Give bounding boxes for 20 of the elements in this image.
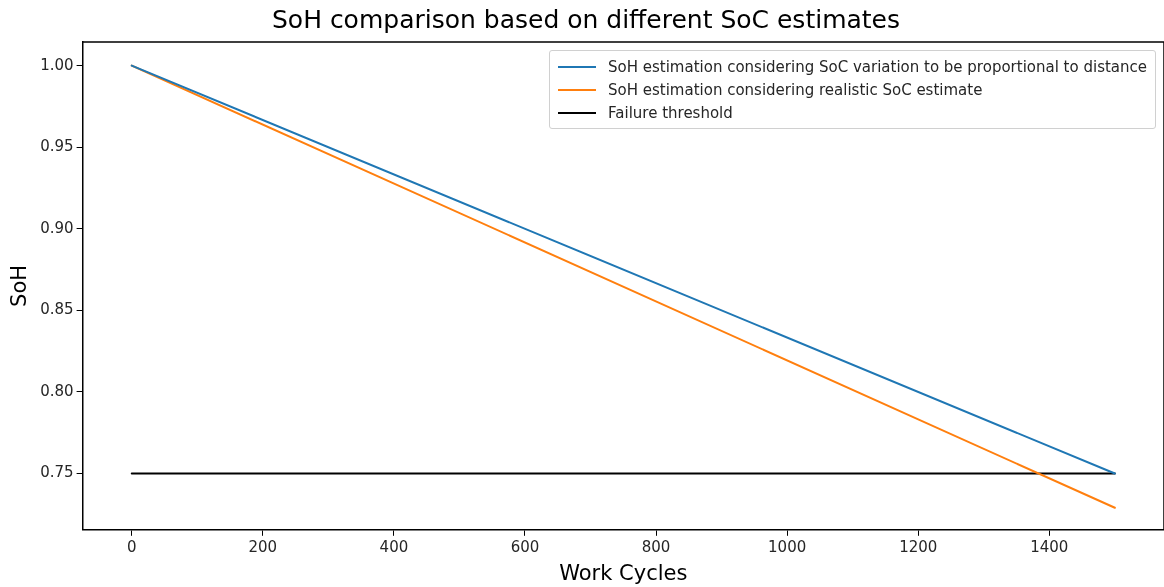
- legend-label: SoH estimation considering realistic SoC estimate: [608, 80, 983, 99]
- y-tick-label: 0.95: [40, 137, 74, 156]
- y-tick-label: 1.00: [40, 55, 74, 74]
- chart-title: SoH comparison based on different SoC estimates: [271, 4, 901, 34]
- x-tick-label: 400: [379, 537, 409, 556]
- y-tick-label: 0.75: [40, 463, 74, 482]
- legend-label: SoH estimation considering SoC variation to be proportional to distance: [608, 57, 1147, 76]
- y-tick-label: 0.85: [40, 300, 74, 319]
- x-tick-label: 1000: [768, 537, 807, 556]
- y-axis-title: SoH: [7, 264, 32, 307]
- x-tick-label: 1400: [1030, 537, 1069, 556]
- y-tick-label: 0.80: [40, 381, 74, 400]
- x-axis-title: Work Cycles: [559, 560, 688, 585]
- x-tick-label: 600: [510, 537, 540, 556]
- x-tick-label: 1200: [899, 537, 938, 556]
- x-tick-label: 200: [248, 537, 278, 556]
- x-tick-label: 800: [641, 537, 671, 556]
- legend-label: Failure threshold: [608, 103, 733, 122]
- y-tick-label: 0.90: [40, 218, 74, 237]
- x-tick-label: 0: [126, 537, 137, 556]
